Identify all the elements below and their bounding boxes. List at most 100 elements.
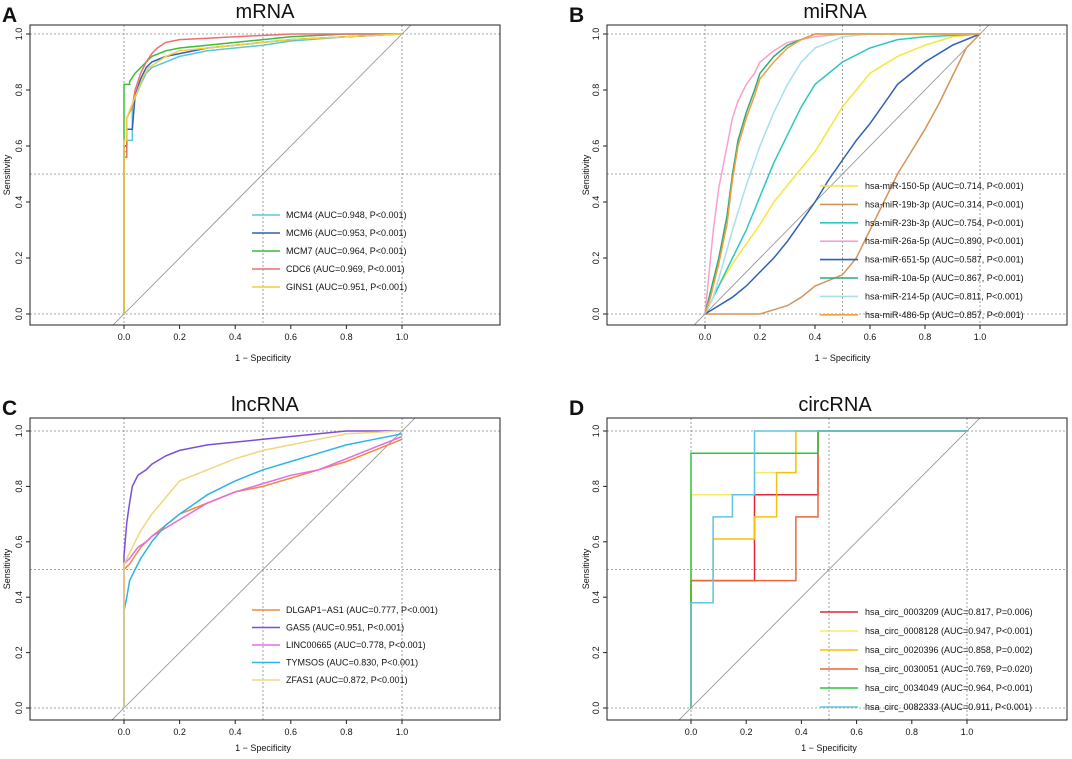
plot-frame bbox=[29, 24, 501, 326]
y-tick-label: 0.4 bbox=[14, 196, 24, 209]
roc-curve-hsa-mir-23b-3p bbox=[704, 33, 981, 315]
y-tick-label: 1.0 bbox=[591, 425, 601, 438]
roc-curve-hsa-mir-486-5p bbox=[704, 33, 980, 315]
legend: MCM4 (AUC=0.948, P<0.001) MCM6 (AUC=0.953… bbox=[252, 210, 407, 292]
x-tick-label: 0.6 bbox=[864, 332, 877, 342]
roc-curve-linc00665 bbox=[123, 435, 403, 708]
chart-title: lncRNA bbox=[231, 394, 299, 416]
y-axis-label: Sensitivity bbox=[2, 154, 12, 195]
reference-diagonal bbox=[112, 25, 412, 325]
y-tick-label: 0.0 bbox=[591, 308, 601, 321]
x-tick-label: 0.4 bbox=[229, 332, 242, 342]
x-tick-label: 0.2 bbox=[740, 727, 753, 737]
roc-curve-hsa-mir-19b-3p bbox=[705, 33, 981, 315]
x-tick-label: 0.8 bbox=[340, 727, 353, 737]
chart-title: mRNA bbox=[236, 1, 296, 23]
x-tick-label: 1.0 bbox=[974, 332, 987, 342]
panel-letter: B bbox=[569, 4, 584, 27]
x-tick-label: 0.0 bbox=[685, 727, 698, 737]
chart-title: miRNA bbox=[803, 1, 867, 23]
legend-label: hsa-miR-651-5p (AUC=0.587, P<0.001) bbox=[865, 255, 1024, 265]
x-axis-label: 1 − Specificity bbox=[235, 353, 291, 363]
chart-title: circRNA bbox=[798, 394, 872, 416]
y-tick-label: 0.8 bbox=[14, 480, 24, 493]
x-tick-label: 0.6 bbox=[285, 332, 298, 342]
y-tick-label: 0.0 bbox=[14, 308, 24, 321]
reference-diagonal bbox=[678, 418, 981, 720]
y-tick-label: 0.4 bbox=[591, 196, 601, 209]
roc-curve-hsa-mir-150-5p bbox=[704, 33, 981, 315]
y-tick-label: 0.6 bbox=[14, 536, 24, 549]
legend-label: hsa_circ_0020396 (AUC=0.858, P=0.002) bbox=[865, 645, 1033, 655]
legend-label: ZFAS1 (AUC=0.872, P<0.001) bbox=[286, 675, 408, 685]
legend-label: MCM7 (AUC=0.964, P<0.001) bbox=[286, 246, 407, 256]
y-tick-label: 0.0 bbox=[591, 702, 601, 715]
legend-label: GINS1 (AUC=0.951, P<0.001) bbox=[286, 282, 407, 292]
legend-label: MCM4 (AUC=0.948, P<0.001) bbox=[286, 210, 407, 220]
y-tick-label: 0.2 bbox=[591, 252, 601, 265]
panel-letter: D bbox=[569, 397, 584, 420]
y-tick-label: 0.2 bbox=[14, 646, 24, 659]
roc-curve-hsa-circ-0082333 bbox=[690, 430, 967, 708]
roc-curve-gins1 bbox=[123, 33, 403, 314]
roc-curve-mcm7 bbox=[123, 33, 402, 314]
roc-curve-hsa-mir-651-5p bbox=[704, 33, 981, 315]
y-tick-label: 0.6 bbox=[591, 140, 601, 153]
x-tick-label: 0.6 bbox=[285, 727, 298, 737]
x-tick-label: 0.2 bbox=[173, 332, 186, 342]
legend-label: hsa_circ_0008128 (AUC=0.947, P<0.001) bbox=[865, 626, 1033, 636]
roc-curve-tymsos bbox=[123, 433, 403, 708]
panel-letter: A bbox=[2, 4, 17, 27]
legend-label: hsa-miR-150-5p (AUC=0.714, P<0.001) bbox=[865, 181, 1024, 191]
x-tick-label: 0.6 bbox=[850, 727, 863, 737]
roc-curve-dlgap1-as1 bbox=[123, 438, 403, 708]
roc-curve-zfas1 bbox=[123, 430, 403, 708]
legend-label: TYMSOS (AUC=0.830, P<0.001) bbox=[286, 658, 418, 668]
y-axis-label: Sensitivity bbox=[581, 548, 591, 589]
x-tick-label: 1.0 bbox=[396, 727, 409, 737]
legend-label: hsa-miR-26a-5p (AUC=0.890, P<0.001) bbox=[865, 236, 1024, 246]
y-tick-label: 0.6 bbox=[591, 536, 601, 549]
y-tick-label: 0.2 bbox=[14, 252, 24, 265]
legend-label: hsa-miR-10a-5p (AUC=0.867, P<0.001) bbox=[865, 273, 1024, 283]
legend-label: DLGAP1−AS1 (AUC=0.777, P<0.001) bbox=[286, 605, 438, 615]
y-tick-label: 0.8 bbox=[14, 84, 24, 97]
y-tick-label: 1.0 bbox=[14, 425, 24, 438]
x-tick-label: 0.0 bbox=[699, 332, 712, 342]
x-tick-label: 0.8 bbox=[340, 332, 353, 342]
y-tick-label: 1.0 bbox=[14, 28, 24, 41]
legend-label: hsa_circ_0003209 (AUC=0.817, P=0.006) bbox=[865, 607, 1033, 617]
roc-curve-hsa-mir-26a-5p bbox=[704, 33, 980, 315]
legend: hsa_circ_0003209 (AUC=0.817, P=0.006) hsa… bbox=[820, 607, 1033, 712]
legend-label: hsa_circ_0082333 (AUC=0.911, P<0.001) bbox=[865, 702, 1032, 712]
legend: hsa-miR-150-5p (AUC=0.714, P<0.001) hsa-m… bbox=[820, 181, 1024, 320]
panel-letter: C bbox=[2, 397, 17, 420]
x-tick-label: 1.0 bbox=[961, 727, 974, 737]
legend-label: MCM6 (AUC=0.953, P<0.001) bbox=[286, 228, 407, 238]
x-axis-label: 1 − Specificity bbox=[801, 743, 857, 753]
legend-label: LINC00665 (AUC=0.778, P<0.001) bbox=[286, 640, 426, 650]
y-tick-label: 0.8 bbox=[591, 84, 601, 97]
x-tick-label: 0.4 bbox=[795, 727, 808, 737]
x-tick-label: 0.4 bbox=[229, 727, 242, 737]
x-tick-label: 0.0 bbox=[118, 332, 131, 342]
legend-label: GAS5 (AUC=0.951, P<0.001) bbox=[286, 623, 404, 633]
legend-label: hsa-miR-19b-3p (AUC=0.314, P<0.001) bbox=[865, 199, 1024, 209]
y-tick-label: 0.2 bbox=[591, 646, 601, 659]
legend-label: hsa_circ_0034049 (AUC=0.964, P<0.001) bbox=[865, 683, 1033, 693]
plot-frame bbox=[606, 24, 1068, 326]
y-tick-label: 0.4 bbox=[14, 591, 24, 604]
legend: DLGAP1−AS1 (AUC=0.777, P<0.001) GAS5 (AUC… bbox=[252, 605, 438, 685]
x-tick-label: 0.0 bbox=[118, 727, 131, 737]
y-axis-label: Sensitivity bbox=[581, 154, 591, 195]
x-axis-label: 1 − Specificity bbox=[815, 353, 871, 363]
y-tick-label: 1.0 bbox=[591, 28, 601, 41]
plot-frame bbox=[29, 417, 501, 721]
plot-frame bbox=[606, 417, 1068, 721]
x-tick-label: 0.2 bbox=[173, 727, 186, 737]
